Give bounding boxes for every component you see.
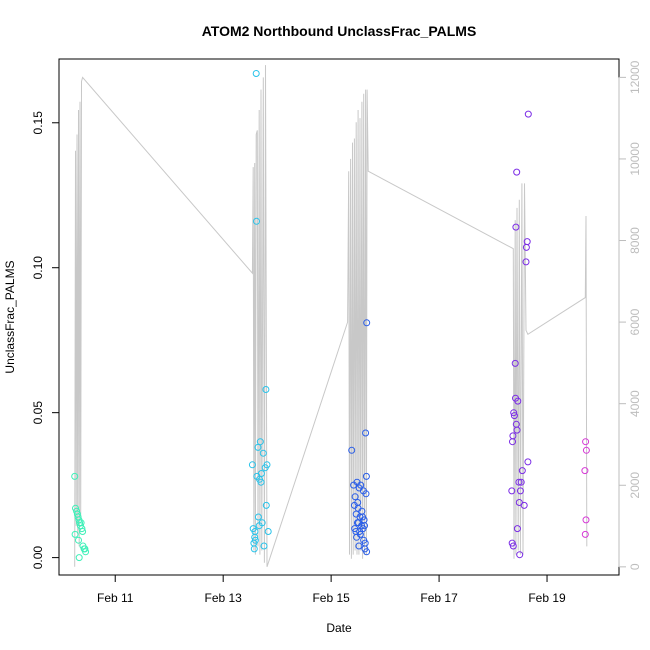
data-point — [520, 501, 528, 509]
data-point — [524, 458, 532, 466]
data-point — [582, 438, 590, 446]
data-point — [263, 461, 271, 469]
data-point — [508, 487, 516, 495]
data-point — [75, 554, 83, 562]
data-point — [582, 516, 590, 524]
y2-tick-label: 12000 — [628, 60, 642, 94]
data-point — [255, 522, 263, 530]
data-point — [510, 412, 518, 420]
data-point — [362, 472, 370, 480]
data-point — [522, 243, 530, 251]
data-point — [514, 397, 522, 405]
y-tick-label: 0.10 — [31, 256, 45, 280]
data-point — [250, 545, 258, 553]
data-point — [81, 545, 89, 553]
data-point — [254, 513, 262, 521]
data-point — [513, 525, 521, 533]
altitude-line — [74, 65, 588, 567]
data-point — [512, 223, 520, 231]
data-point — [253, 217, 260, 225]
data-point — [513, 426, 521, 434]
plot-frame — [58, 58, 620, 576]
data-point — [518, 467, 526, 475]
data-point — [262, 386, 270, 393]
data-point — [262, 501, 270, 509]
data-point — [260, 542, 268, 550]
data-point — [509, 542, 517, 550]
data-point — [522, 258, 530, 266]
chart-title: ATOM2 Northbound UnclassFrac_PALMS — [202, 23, 477, 39]
data-point — [348, 446, 356, 454]
y2-tick-label: 8000 — [628, 227, 642, 254]
y2-tick-label: 4000 — [628, 390, 642, 417]
y-tick-label: 0.05 — [31, 401, 45, 425]
data-point — [75, 536, 82, 544]
data-point — [355, 542, 363, 550]
y2-tick-label: 0 — [628, 563, 642, 570]
data-point — [581, 530, 589, 538]
data-point — [516, 551, 524, 559]
x-tick-label: Feb 15 — [312, 591, 350, 605]
data-point — [357, 481, 365, 489]
points-layer — [71, 70, 590, 562]
data-point — [78, 525, 86, 533]
x-tick-label: Feb 19 — [528, 591, 566, 605]
data-point — [516, 487, 524, 495]
axes-layer: 0.00 0.05 0.10 0.15 Feb 11 Feb 13 Feb 15 Feb 17… — [31, 60, 642, 605]
data-point — [363, 319, 371, 327]
altitude-line-layer — [74, 65, 588, 567]
data-point — [252, 70, 260, 77]
data-point — [351, 493, 359, 501]
data-point — [248, 461, 256, 469]
data-point — [524, 110, 532, 118]
data-point — [517, 478, 525, 486]
data-point — [510, 409, 518, 417]
data-point — [353, 533, 361, 541]
x-tick-label: Feb 13 — [204, 591, 242, 605]
data-point — [511, 359, 519, 367]
data-point — [513, 168, 521, 176]
data-point — [362, 490, 370, 498]
data-point — [71, 530, 79, 538]
data-point — [515, 478, 523, 486]
data-point — [582, 446, 590, 454]
y2-tick-label: 10000 — [628, 142, 642, 176]
data-point — [359, 525, 367, 533]
x-tick-label: Feb 17 — [420, 591, 458, 605]
data-point — [259, 449, 267, 457]
data-point — [363, 548, 371, 556]
data-point — [254, 443, 262, 451]
data-point — [509, 432, 517, 440]
y2-tick-label: 6000 — [628, 308, 642, 335]
data-point — [79, 528, 87, 535]
y-tick-label: 0.00 — [31, 546, 45, 570]
data-point — [581, 467, 589, 475]
x-tick-label: Feb 11 — [97, 591, 134, 605]
y-tick-label: 0.15 — [31, 111, 45, 135]
x-axis-label: Date — [326, 621, 352, 635]
data-point — [71, 472, 79, 480]
y-axis-label: UnclassFrac_PALMS — [3, 260, 17, 373]
data-point — [362, 429, 370, 437]
data-point — [256, 438, 264, 446]
y2-tick-label: 2000 — [628, 472, 642, 499]
data-point — [264, 528, 272, 535]
data-point — [82, 548, 90, 556]
data-point — [257, 478, 265, 486]
data-point — [509, 438, 516, 446]
